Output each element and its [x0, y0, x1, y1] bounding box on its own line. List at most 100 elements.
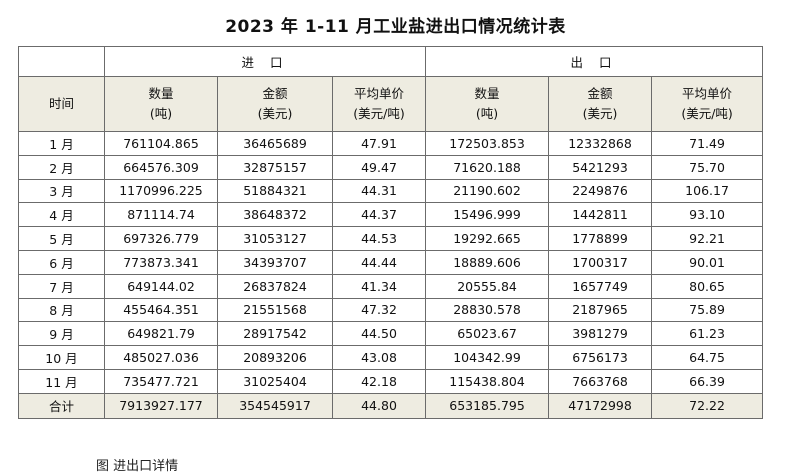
cell-month: 2 月: [18, 154, 105, 180]
header-export-price: 平均单价 (美元/吨): [651, 76, 764, 132]
cell-export-price: 106.17: [651, 178, 764, 204]
column-header-row: 时间 数量 (吨) 金额 (美元) 平均单价 (美元/吨) 数量 (吨) 金额 (美元) …: [18, 76, 764, 132]
cell-import-amount: 28917542: [217, 321, 333, 347]
table-body: 1 月 761104.865 36465689 47.91 172503.853 1233…: [18, 131, 764, 394]
cell-export-amount: 1657749: [548, 273, 653, 299]
salt-trade-table: 进 口 出 口 时间 数量 (吨) 金额 (美元) 平均单价 (美元/吨) 数量 (吨)…: [18, 46, 764, 419]
cell-import-qty: 761104.865: [104, 131, 218, 156]
cell-month: 6 月: [18, 249, 105, 275]
header-export-qty: 数量 (吨): [425, 76, 550, 132]
cell-import-qty: 664576.309: [104, 154, 218, 180]
cell-import-price: 41.34: [331, 273, 427, 299]
cell-import-amount: 20893206: [217, 345, 333, 370]
cell-export-price: 75.89: [651, 297, 764, 323]
total-row: 合计 7913927.177 354545917 44.80 653185.79…: [18, 392, 764, 419]
cell-month: 9 月: [18, 321, 105, 347]
cell-month: 5 月: [18, 226, 105, 251]
cell-import-amount: 21551568: [217, 297, 333, 323]
cell-import-price: 43.08: [331, 345, 427, 370]
cell-export-qty: 65023.67: [425, 321, 550, 347]
cell-export-qty: 21190.602: [425, 178, 550, 204]
cell-import-price: 42.18: [331, 368, 427, 394]
cell-month: 3 月: [18, 178, 105, 204]
cell-import-amount: 51884321: [217, 178, 333, 204]
cell-import-qty: 871114.74: [104, 202, 218, 228]
table-row: 3 月 1170996.225 51884321 44.31 21190.602 2249…: [18, 178, 764, 204]
header-amount-unit: (美元): [582, 106, 618, 121]
cell-export-price: 75.70: [651, 154, 764, 180]
cell-export-qty: 19292.665: [425, 226, 550, 251]
cell-month: 1 月: [18, 131, 105, 156]
cell-import-price: 44.50: [331, 321, 427, 347]
total-import-amount: 354545917: [217, 392, 333, 419]
header-price-label: 平均单价: [682, 86, 733, 101]
cell-import-qty: 773873.341: [104, 249, 218, 275]
cell-export-qty: 71620.188: [425, 154, 550, 180]
table-row: 5 月 697326.779 31053127 44.53 19292.665 17788…: [18, 226, 764, 251]
total-import-price: 44.80: [331, 392, 427, 419]
cell-export-qty: 28830.578: [425, 297, 550, 323]
cell-import-amount: 26837824: [217, 273, 333, 299]
header-qty-unit: (吨): [475, 106, 499, 121]
cell-export-amount: 1778899: [548, 226, 653, 251]
header-qty-label: 数量: [474, 86, 500, 101]
table-row: 2 月 664576.309 32875157 49.47 71620.188 54212…: [18, 154, 764, 180]
cell-export-amount: 1442811: [548, 202, 653, 228]
cell-export-qty: 115438.804: [425, 368, 550, 394]
group-header-row: 进 口 出 口: [18, 46, 764, 77]
header-import-price: 平均单价 (美元/吨): [331, 76, 427, 132]
cell-import-price: 47.32: [331, 297, 427, 323]
total-export-price: 72.22: [651, 392, 764, 419]
cell-import-amount: 31053127: [217, 226, 333, 251]
cell-month: 7 月: [18, 273, 105, 299]
cell-export-amount: 1700317: [548, 249, 653, 275]
header-amount-unit: (美元): [257, 106, 293, 121]
header-import-qty: 数量 (吨): [104, 76, 218, 132]
header-price-unit: (美元/吨): [681, 106, 733, 121]
cell-import-amount: 31025404: [217, 368, 333, 394]
cell-import-amount: 38648372: [217, 202, 333, 228]
cell-import-qty: 485027.036: [104, 345, 218, 370]
cell-export-price: 92.21: [651, 226, 764, 251]
total-export-qty: 653185.795: [425, 392, 550, 419]
group-import: 进 口: [103, 46, 427, 77]
table-row: 9 月 649821.79 28917542 44.50 65023.67 3981279…: [18, 321, 764, 347]
cell-month: 11 月: [18, 368, 105, 394]
header-qty-unit: (吨): [149, 106, 173, 121]
total-export-amount: 47172998: [548, 392, 653, 419]
table-row: 11 月 735477.721 31025404 42.18 115438.804 766…: [18, 368, 764, 394]
cell-export-amount: 12332868: [548, 131, 653, 156]
cell-export-amount: 2187965: [548, 297, 653, 323]
cell-import-qty: 455464.351: [104, 297, 218, 323]
table-row: 6 月 773873.341 34393707 44.44 18889.606 17003…: [18, 249, 764, 275]
group-export: 出 口: [425, 46, 764, 77]
cell-month: 8 月: [18, 297, 105, 323]
total-label: 合计: [18, 392, 105, 419]
cell-month: 4 月: [18, 202, 105, 228]
cell-export-amount: 5421293: [548, 154, 653, 180]
cell-export-amount: 7663768: [548, 368, 653, 394]
cell-export-qty: 20555.84: [425, 273, 550, 299]
page-title: 2023 年 1-11 月工业盐进出口情况统计表: [225, 17, 566, 37]
footer-caption: 图 进出口详情: [96, 459, 179, 474]
cell-import-amount: 34393707: [217, 249, 333, 275]
cell-export-price: 80.65: [651, 273, 764, 299]
cell-export-qty: 18889.606: [425, 249, 550, 275]
header-import-amount: 金额 (美元): [217, 76, 333, 132]
cell-import-qty: 649821.79: [104, 321, 218, 347]
cell-import-qty: 697326.779: [104, 226, 218, 251]
cell-import-qty: 1170996.225: [104, 178, 218, 204]
cell-export-price: 93.10: [651, 202, 764, 228]
cell-export-qty: 172503.853: [425, 131, 550, 156]
cell-import-price: 49.47: [331, 154, 427, 180]
cell-import-price: 44.44: [331, 249, 427, 275]
cell-export-amount: 3981279: [548, 321, 653, 347]
cell-export-price: 64.75: [651, 345, 764, 370]
table-row: 10 月 485027.036 20893206 43.08 104342.99 6756…: [18, 345, 764, 370]
header-price-label: 平均单价: [354, 86, 405, 101]
cell-import-price: 44.53: [331, 226, 427, 251]
cell-export-qty: 104342.99: [425, 345, 550, 370]
cell-import-price: 44.37: [331, 202, 427, 228]
blank-corner: [18, 46, 105, 77]
cell-export-amount: 6756173: [548, 345, 653, 370]
